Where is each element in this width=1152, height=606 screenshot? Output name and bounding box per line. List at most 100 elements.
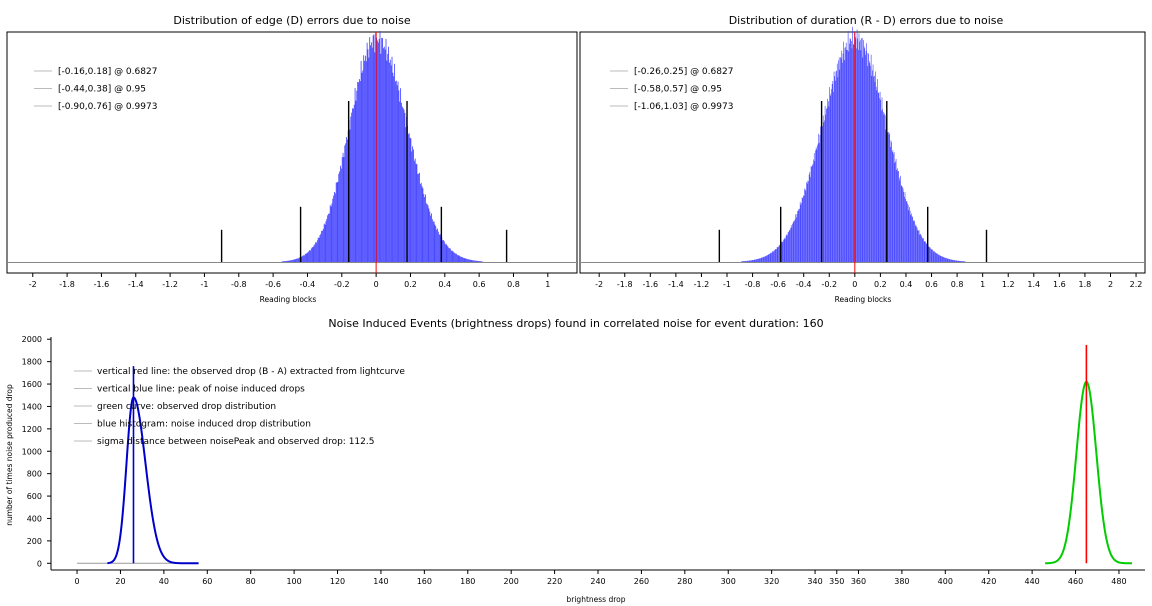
histogram-bar (856, 29, 858, 262)
histogram-bar (458, 255, 460, 262)
histogram-bar (328, 213, 329, 262)
histogram-bar (812, 165, 813, 262)
histogram-bar (395, 81, 396, 262)
histogram-bar (929, 246, 931, 262)
histogram-bar (399, 101, 401, 262)
histogram-bar (788, 230, 790, 262)
edge-x-label: Reading blocks (260, 295, 317, 304)
histogram-bar (806, 183, 808, 262)
x-tick-label: -1.6 (643, 280, 659, 289)
histogram-bar (338, 173, 340, 262)
histogram-bar (858, 49, 859, 263)
histogram-bar (826, 107, 828, 262)
histogram-bar (811, 166, 813, 262)
histogram-bar (460, 256, 462, 262)
histogram-bar (419, 172, 420, 262)
histogram-bar (402, 108, 404, 263)
histogram-bar (435, 226, 437, 262)
histogram-bar (875, 71, 876, 263)
histogram-bar (386, 60, 388, 262)
y-tick-label: 400 (27, 514, 42, 523)
histogram-bar (946, 258, 947, 262)
histogram-bar (869, 63, 871, 262)
histogram-bar (793, 221, 795, 262)
histogram-bar (298, 258, 299, 262)
x-tick-label: 0.6 (925, 280, 938, 289)
x-tick-label: 380 (894, 577, 909, 586)
x-tick-label: 100 (286, 577, 301, 586)
histogram-bar (303, 255, 305, 262)
histogram-bar (912, 217, 913, 262)
histogram-bar (384, 49, 386, 263)
histogram-bar (439, 234, 441, 262)
histogram-bar (428, 208, 430, 262)
histogram-bar (885, 129, 887, 262)
histogram-bar (962, 261, 963, 262)
histogram-bar (817, 145, 818, 262)
histogram-bar (906, 200, 908, 262)
histogram-bar (842, 62, 843, 262)
histogram-bar (323, 223, 325, 262)
edge-histogram (281, 30, 483, 263)
histogram-bar (918, 230, 920, 262)
histogram-bar (368, 57, 370, 262)
histogram-bar (476, 260, 478, 262)
histogram-bar (354, 88, 356, 262)
histogram-bar (380, 53, 382, 262)
x-tick-label: 480 (1111, 577, 1126, 586)
histogram-bar (783, 239, 784, 262)
histogram-bar (282, 261, 284, 262)
histogram-bar (391, 56, 393, 262)
histogram-bar (467, 259, 469, 262)
histogram-bar (950, 259, 952, 262)
histogram-bar (474, 260, 476, 262)
histogram-bar (783, 239, 785, 262)
histogram-bar (463, 258, 465, 262)
histogram-bar (835, 71, 837, 262)
histogram-bar (410, 138, 412, 262)
x-tick-label: -0.6 (770, 280, 786, 289)
histogram-bar (909, 207, 910, 262)
histogram-bar (860, 50, 862, 262)
histogram-bar (741, 261, 743, 262)
histogram-bar (426, 204, 428, 262)
histogram-bar (918, 230, 919, 262)
histogram-bar (959, 260, 960, 262)
histogram-bar (353, 104, 355, 262)
noise-events-chart: Noise Induced Events (brightness drops) … (5, 317, 1145, 604)
histogram-bar (470, 259, 472, 262)
histogram-bar (872, 64, 874, 262)
x-tick-label: -1 (723, 280, 731, 289)
histogram-bar (411, 151, 413, 262)
histogram-bar (752, 260, 754, 262)
histogram-bar (461, 257, 463, 262)
histogram-bar (915, 224, 917, 262)
histogram-bar (796, 217, 797, 262)
histogram-bar (907, 205, 909, 262)
histogram-bar (878, 92, 880, 262)
histogram-bar (784, 237, 786, 262)
x-tick-label: 1.6 (1053, 280, 1066, 289)
histogram-bar (884, 115, 886, 262)
histogram-bar (794, 219, 796, 262)
edge-interval-lines (220, 101, 508, 262)
histogram-bar (403, 109, 405, 262)
histogram-bar (473, 260, 474, 262)
x-tick-label: 220 (547, 577, 562, 586)
histogram-bar (472, 260, 474, 262)
edge-legend-2: [-0.44,0.38] @ 0.95 (58, 85, 146, 95)
histogram-bar (836, 63, 838, 262)
histogram-bar (870, 66, 871, 262)
histogram-bar (888, 132, 889, 262)
histogram-bar (964, 261, 966, 262)
histogram-bar (355, 100, 357, 263)
histogram-bar (944, 257, 945, 262)
histogram-bar (926, 243, 928, 262)
histogram-bar (324, 224, 326, 262)
histogram-bar (769, 253, 771, 262)
histogram-bar (911, 213, 912, 262)
histogram-bar (917, 230, 919, 262)
histogram-bar (792, 222, 794, 262)
histogram-bar (953, 260, 955, 262)
histogram-bar (930, 248, 931, 262)
